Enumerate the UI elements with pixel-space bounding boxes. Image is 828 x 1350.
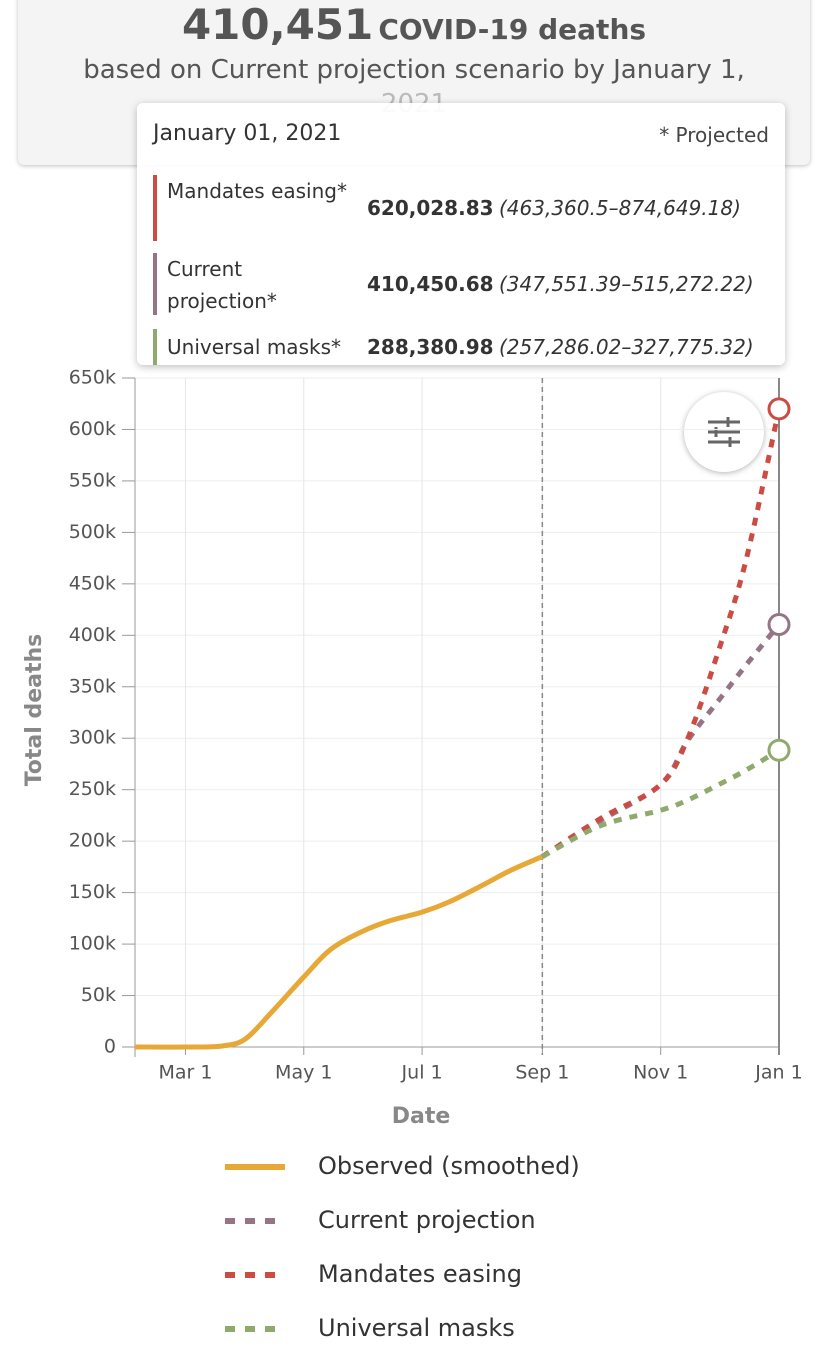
y-tick-label: 400k bbox=[69, 624, 116, 646]
tooltip-row: Mandates easing* 620,028.83 (463,360.5–874… bbox=[153, 175, 787, 241]
tooltip-date: January 01, 2021 bbox=[153, 121, 342, 146]
tooltip-row: Current projection* 410,450.68 (347,551.39… bbox=[153, 253, 787, 315]
row-range: (347,551.39–515,272.22) bbox=[499, 272, 754, 296]
tooltip-note: * Projected bbox=[659, 123, 769, 147]
series-line bbox=[541, 748, 781, 859]
y-tick-label: 500k bbox=[69, 521, 116, 543]
row-value: 410,450.68 bbox=[367, 272, 494, 296]
legend-label: Observed (smoothed) bbox=[318, 1152, 580, 1180]
y-tick-label: 50k bbox=[81, 984, 116, 1006]
x-axis-title: Date bbox=[392, 1104, 451, 1129]
row-range: (257,286.02–327,775.32) bbox=[499, 335, 754, 359]
death-count: 410,451 bbox=[181, 0, 374, 49]
y-tick-label: 600k bbox=[69, 418, 116, 440]
x-tick-label: Jul 1 bbox=[401, 1062, 443, 1084]
y-tick-label: 0 bbox=[104, 1036, 116, 1058]
y-tick-label: 200k bbox=[69, 830, 116, 852]
row-name: Mandates easing* bbox=[167, 179, 347, 203]
y-tick-label: 450k bbox=[69, 572, 116, 594]
y-tick-label: 250k bbox=[69, 778, 116, 800]
y-axis-title: Total deaths bbox=[22, 634, 47, 787]
x-tick-label: May 1 bbox=[275, 1062, 332, 1084]
row-name: Current projection* bbox=[167, 257, 277, 313]
y-tick-label: 300k bbox=[69, 727, 116, 749]
subtitle: based on Current projection scenario by … bbox=[83, 55, 745, 85]
y-tick-label: 650k bbox=[69, 367, 116, 389]
y-tick-label: 550k bbox=[69, 469, 116, 491]
row-value: 288,380.98 bbox=[367, 335, 494, 359]
row-range: (463,360.5–874,649.18) bbox=[499, 196, 741, 220]
settings-icon bbox=[708, 417, 740, 447]
row-name: Universal masks* bbox=[167, 335, 341, 359]
tooltip-row: Universal masks* 288,380.98 (257,286.02–32… bbox=[153, 329, 787, 365]
series-line bbox=[134, 854, 544, 1050]
death-unit: COVID-19 deaths bbox=[378, 13, 647, 46]
series-line bbox=[540, 408, 782, 859]
x-tick-label: Nov 1 bbox=[633, 1062, 688, 1084]
end-marker bbox=[767, 738, 791, 762]
legend-label: Universal masks bbox=[318, 1314, 515, 1342]
x-tick-label: Sep 1 bbox=[515, 1062, 569, 1084]
legend-label: Mandates easing bbox=[318, 1260, 522, 1288]
y-tick-label: 150k bbox=[69, 881, 116, 903]
row-value: 620,028.83 bbox=[367, 196, 494, 220]
tooltip: January 01, 2021 * Projected Mandates ea… bbox=[137, 103, 785, 365]
x-tick-label: Jan 1 bbox=[754, 1062, 802, 1084]
y-tick-label: 350k bbox=[69, 675, 116, 697]
end-marker bbox=[767, 397, 791, 421]
x-tick-label: Mar 1 bbox=[158, 1062, 212, 1084]
y-tick-label: 100k bbox=[69, 933, 116, 955]
legend-label: Current projection bbox=[318, 1206, 536, 1234]
end-marker bbox=[767, 613, 791, 637]
